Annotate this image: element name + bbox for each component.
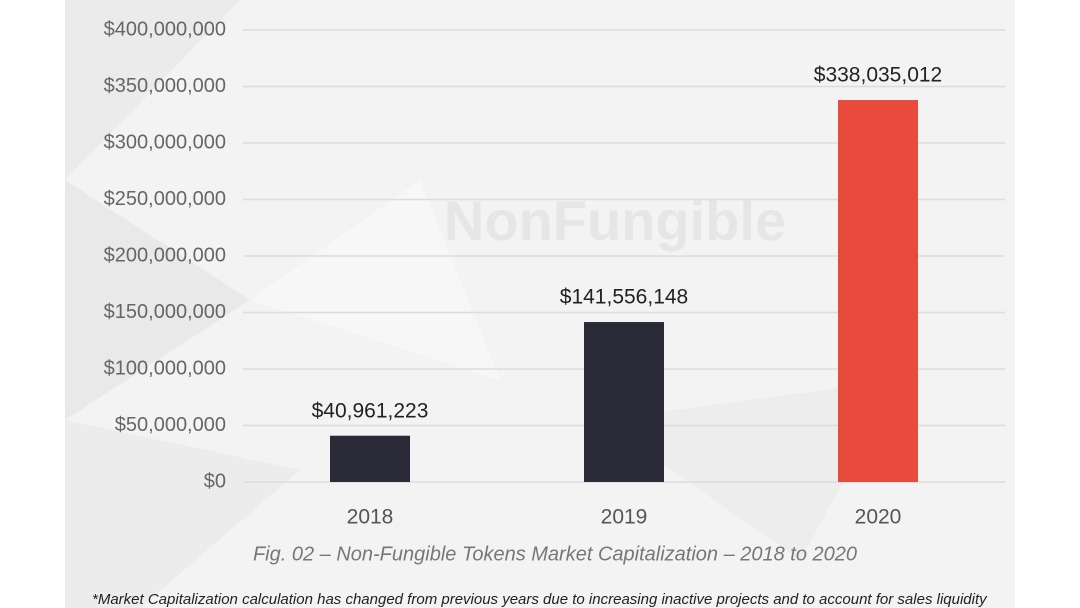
y-tick-label: $200,000,000 [104, 244, 226, 266]
x-tick-label: 2018 [347, 506, 394, 529]
y-tick-label: $100,000,000 [104, 357, 226, 379]
bar [838, 100, 918, 482]
decoration [65, 180, 250, 420]
decoration [250, 180, 500, 380]
y-tick-label: $300,000,000 [104, 131, 226, 153]
y-tick-label: $0 [204, 470, 226, 492]
x-tick-label: 2019 [601, 506, 648, 529]
y-tick-label: $50,000,000 [115, 414, 226, 436]
y-tick-label: $350,000,000 [104, 75, 226, 97]
value-label: $40,961,223 [312, 399, 429, 422]
x-tick-label: 2020 [855, 506, 902, 529]
y-tick-label: $150,000,000 [104, 301, 226, 323]
bar [584, 322, 664, 482]
decoration [65, 0, 240, 180]
value-label: $338,035,012 [814, 64, 942, 87]
y-tick-label: $250,000,000 [104, 188, 226, 210]
bar [330, 435, 410, 482]
decoration [65, 420, 300, 608]
value-label: $141,556,148 [560, 286, 688, 309]
caption: Fig. 02 – Non-Fungible Tokens Market Cap… [253, 543, 857, 565]
y-tick-label: $400,000,000 [104, 18, 226, 40]
watermark: NonFungible [444, 189, 786, 252]
footnote: *Market Capitalization calculation has c… [92, 591, 988, 608]
